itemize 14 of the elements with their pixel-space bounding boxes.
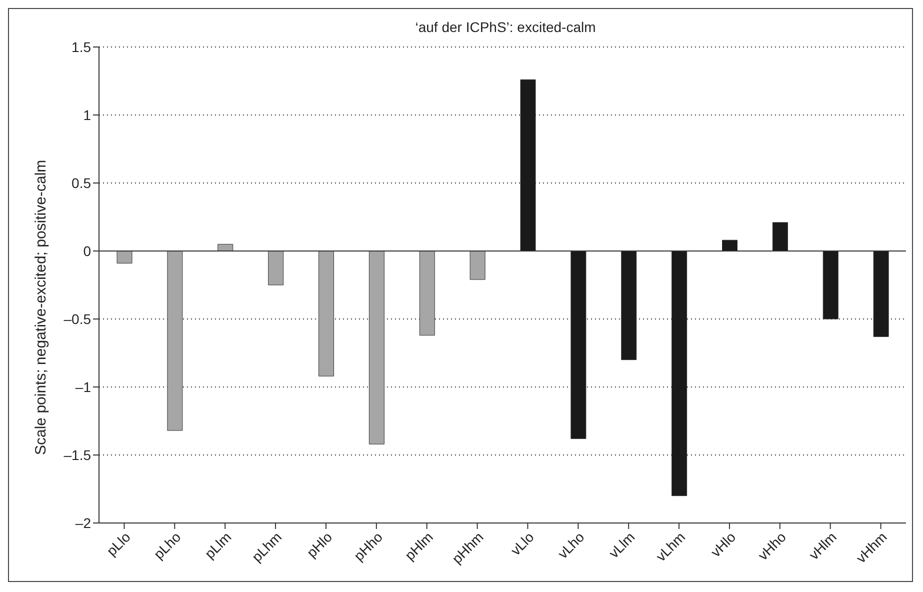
y-tick-label: –1.5: [64, 446, 92, 463]
x-tick-label: vHlo: [707, 528, 739, 560]
x-tick-label: vLho: [554, 528, 588, 562]
x-tick-label: vLlo: [507, 528, 538, 558]
y-tick-label: 0: [83, 242, 92, 259]
x-tick-label: vLlm: [606, 528, 638, 562]
y-tick-label: 1.5: [72, 38, 92, 55]
y-tick-label: –0.5: [64, 310, 92, 327]
y-tick-label: –2: [75, 514, 92, 531]
y-tick-label: 0.5: [72, 174, 92, 191]
y-tick-label: –1: [75, 378, 92, 395]
y-axis-title: Scale points; negative-excited; positive-calm: [32, 160, 50, 455]
y-tick-label: 1: [83, 106, 92, 123]
chart-title: ‘auf der ICPhS’: excited-calm: [414, 19, 597, 35]
